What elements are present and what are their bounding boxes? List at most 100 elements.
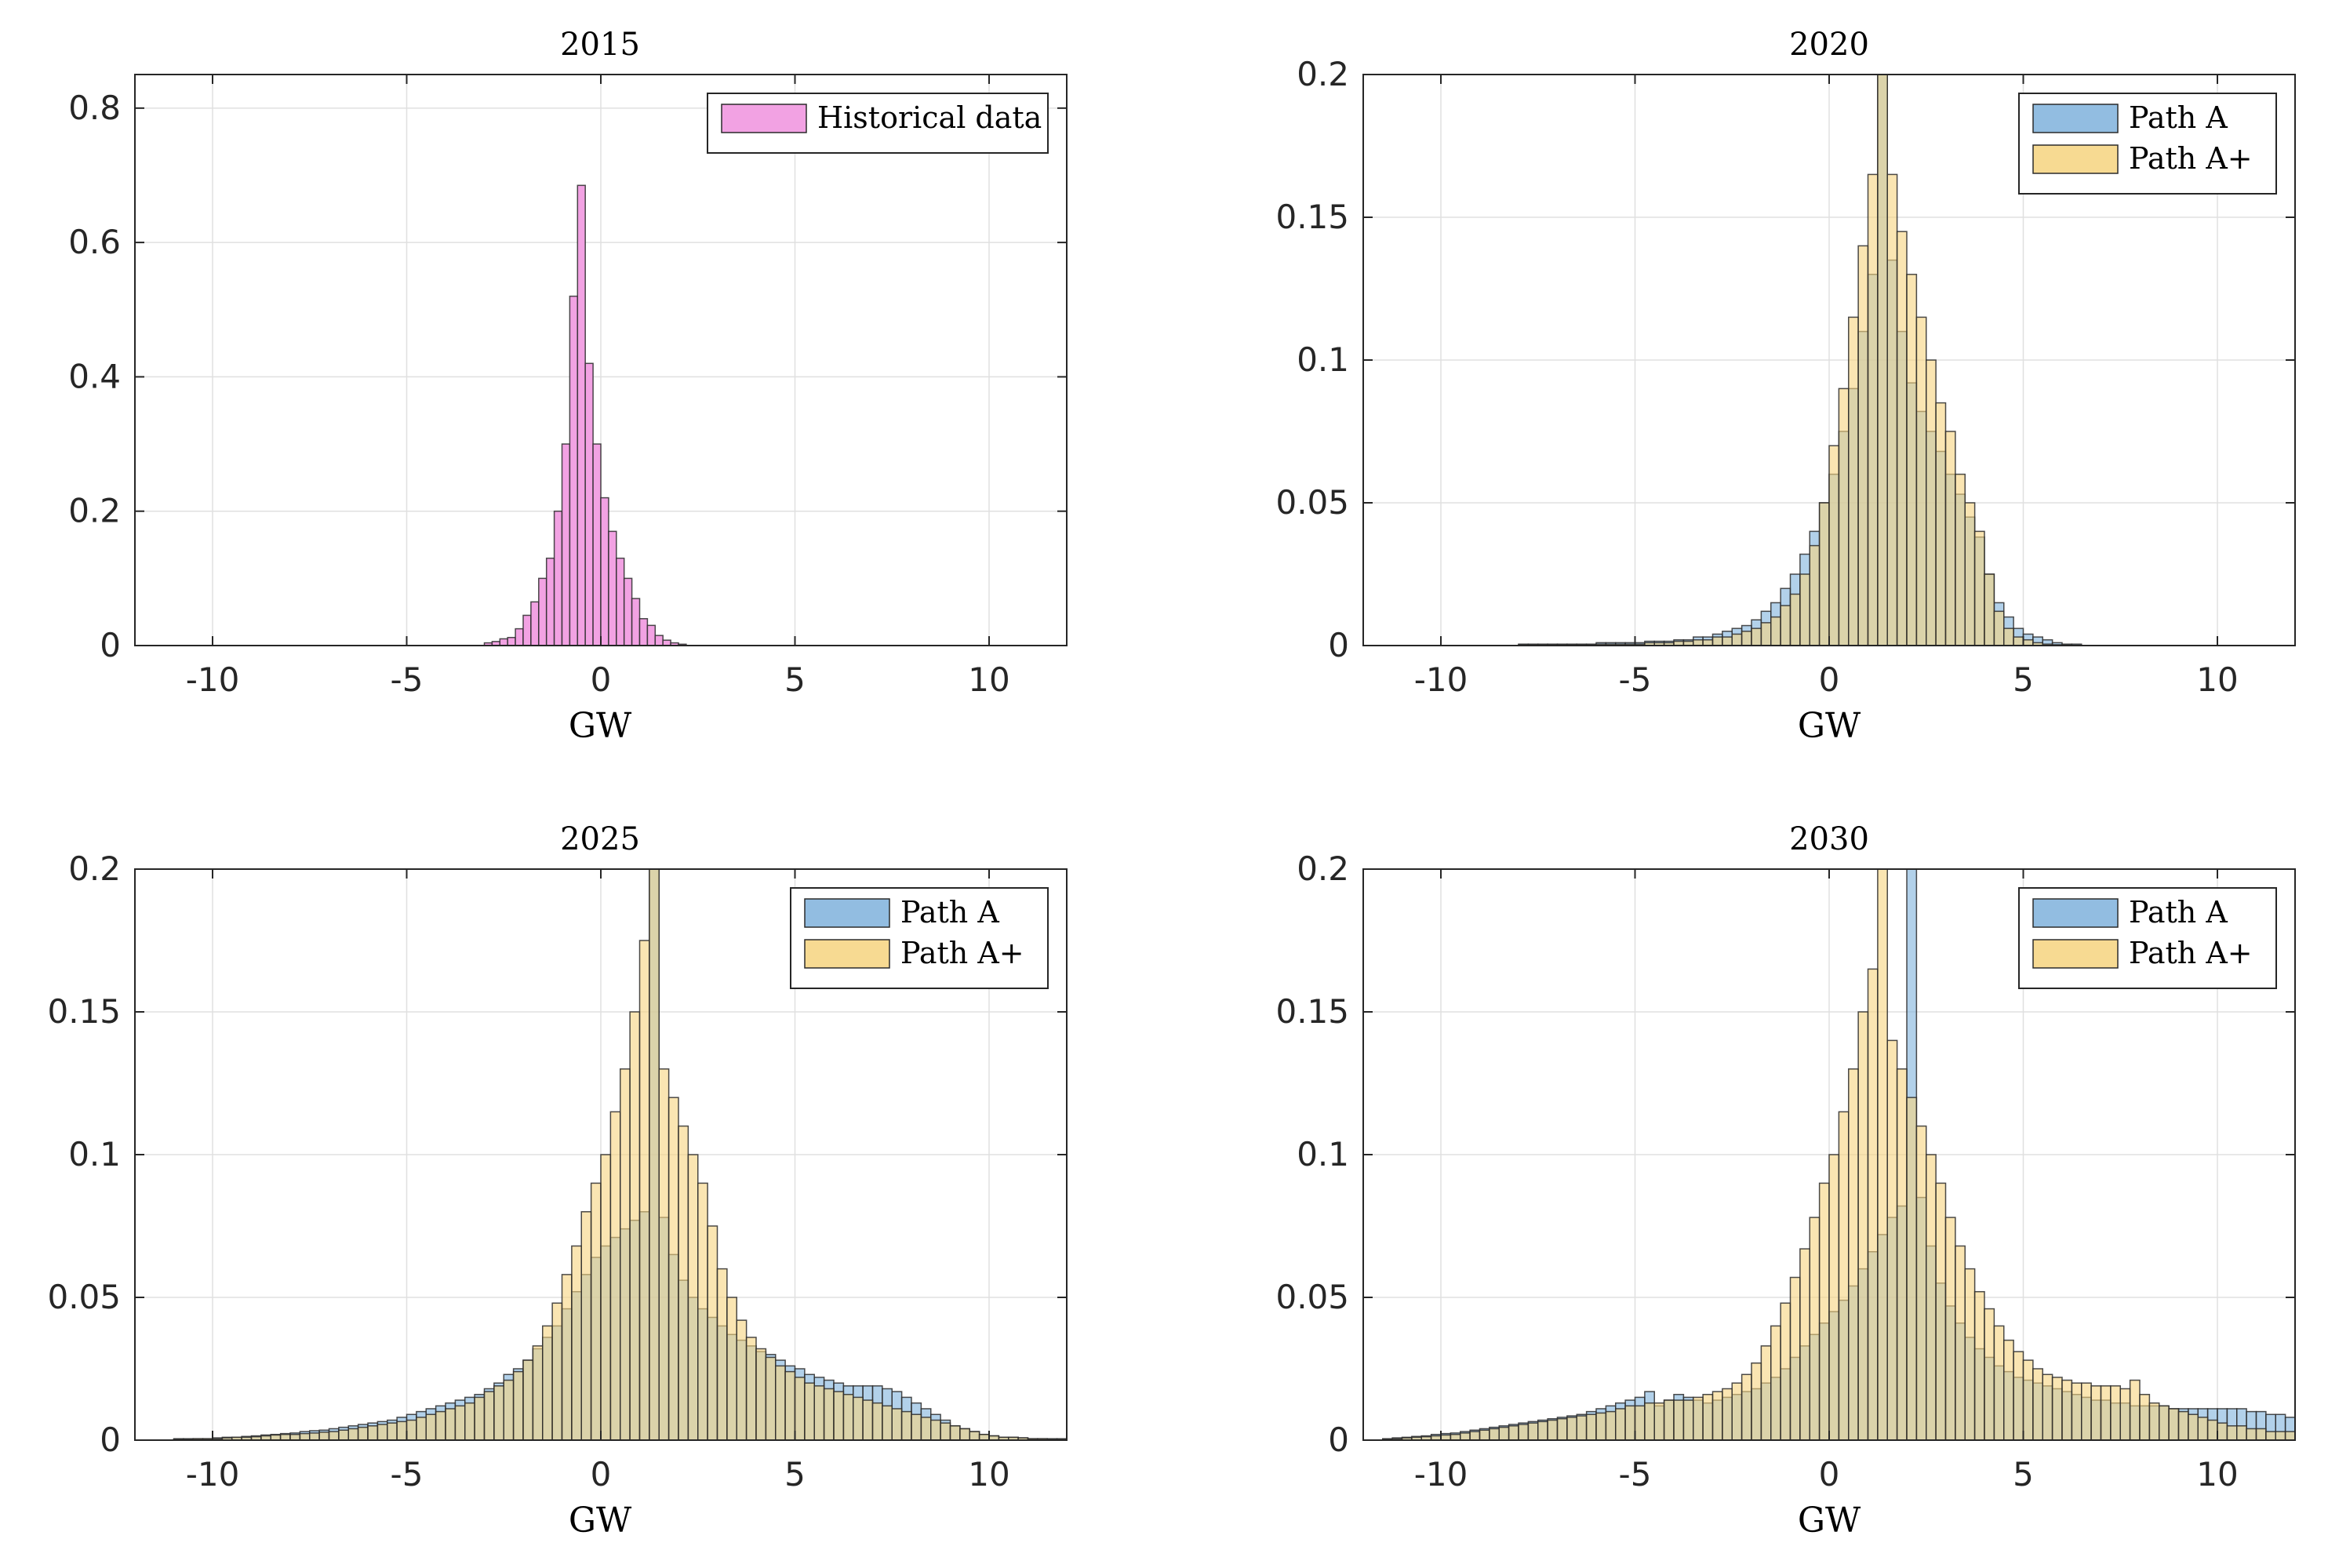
histogram-bar [1527, 1422, 1539, 1441]
legend-swatch [804, 939, 890, 969]
x-tick-label: -10 [186, 1455, 240, 1493]
histogram-bar [2168, 1408, 2180, 1441]
histogram-bar [580, 1211, 592, 1441]
histogram-bar [638, 617, 649, 646]
y-tick-label: 0.4 [68, 357, 121, 395]
y-tick-label: 0.1 [1297, 1135, 1349, 1173]
histogram-bar [2013, 636, 2024, 646]
histogram-bar [609, 1111, 621, 1441]
histogram-bar [1682, 1399, 1694, 1441]
histogram-bar [1935, 402, 1947, 646]
histogram-bar [1770, 1325, 1781, 1441]
histogram-bar [600, 497, 609, 646]
histogram-bar [1469, 1431, 1481, 1441]
histogram-bar [532, 1345, 544, 1441]
histogram-bar [2159, 1405, 2170, 1441]
histogram-bar [920, 1417, 932, 1441]
histogram-bar [1751, 1362, 1762, 1441]
histogram-bar [608, 530, 617, 646]
histogram-bar [1944, 1217, 1956, 1441]
histogram-bar [577, 184, 586, 646]
legend: Path A Path A+ [790, 887, 1049, 989]
legend: Historical data [707, 93, 1049, 154]
histogram-bar [1944, 431, 1956, 646]
legend-label: Path A [900, 895, 999, 930]
histogram-bar [1780, 1302, 1791, 1441]
histogram-bar [1809, 544, 1821, 646]
histogram-bar [1722, 1388, 1733, 1441]
histogram-bar [707, 1225, 718, 1441]
histogram-bar [347, 1428, 359, 1441]
histogram-bar [289, 1433, 301, 1441]
y-tick-label: 0.05 [47, 1278, 121, 1316]
y-tick-label: 0.2 [68, 492, 121, 530]
histogram-bar [1984, 1308, 1995, 1441]
histogram-bar [445, 1408, 457, 1441]
legend-label: Path A+ [2129, 936, 2253, 970]
histogram-bar [1818, 1182, 1830, 1441]
histogram-bar [2100, 1385, 2112, 1441]
histogram-bar [522, 1359, 534, 1441]
histogram-bar [2139, 1394, 2151, 1441]
histogram-bar [1799, 573, 1810, 646]
x-tick-label: -5 [391, 1455, 424, 1493]
histogram-bar [654, 635, 664, 646]
histogram-bar [1955, 473, 1966, 646]
histogram-bar [2284, 1431, 2296, 1441]
histogram-bar [823, 1388, 835, 1441]
y-tick-label: 0.1 [1297, 340, 1349, 379]
y-tick-label: 0.1 [68, 1135, 121, 1173]
histogram-bar [658, 1068, 670, 1441]
histogram-bar [542, 1325, 553, 1441]
histogram-bar [2217, 1422, 2228, 1441]
histogram-bar [1595, 1412, 1607, 1441]
histogram-bar [2148, 1402, 2160, 1441]
histogram-bar [2246, 1428, 2257, 1441]
histogram-bar [1653, 1402, 1665, 1441]
legend-swatch [2032, 104, 2119, 133]
histogram-bar [309, 1432, 320, 1441]
histogram-bar [1857, 245, 1869, 646]
histogram-bar [512, 1370, 524, 1441]
histogram-bar [553, 510, 563, 646]
x-tick-label: 10 [2196, 660, 2238, 699]
histogram-bar [538, 577, 547, 646]
histogram-bar [1585, 1413, 1597, 1441]
histogram-bar [328, 1431, 340, 1441]
histogram-bar [1460, 1432, 1471, 1441]
histogram-bar [2206, 1419, 2218, 1441]
histogram-bar [318, 1432, 330, 1441]
histogram-bar [425, 1413, 437, 1441]
histogram-bar [2051, 1377, 2063, 1441]
legend: Path A Path A+ [2018, 887, 2277, 989]
histogram-bar [592, 443, 602, 646]
histogram-bar [2022, 638, 2034, 646]
histogram-bar [1731, 1382, 1743, 1441]
histogram-bar [1711, 636, 1723, 646]
histogram-bar [483, 1391, 495, 1441]
histogram-bar [1935, 1182, 1947, 1441]
histogram-bar [1915, 316, 1927, 646]
y-tick-label: 0.15 [47, 992, 121, 1031]
legend-swatch [2032, 898, 2119, 928]
histogram-bar [662, 639, 671, 646]
histogram-bar [1906, 1097, 1918, 1441]
histogram-bar [959, 1428, 970, 1441]
y-tick-label: 0 [1328, 626, 1349, 664]
y-tick-label: 0.05 [1275, 1278, 1349, 1316]
histogram-bar [1789, 1276, 1801, 1441]
histogram-bar [853, 1396, 864, 1441]
histogram-bar [775, 1365, 786, 1441]
panel-title: 2030 [1789, 821, 1869, 857]
histogram-bar [667, 1097, 679, 1441]
bars [483, 184, 687, 646]
histogram-bar [1663, 1399, 1675, 1441]
histogram-bar [2236, 1425, 2247, 1441]
histogram-bar [1993, 610, 2005, 646]
bars [1518, 74, 2082, 646]
y-tick-label: 0.2 [1297, 849, 1349, 888]
histogram-bar [1955, 1245, 1966, 1441]
y-tick-label: 0.8 [68, 89, 121, 127]
histogram-bar [1984, 573, 1995, 646]
